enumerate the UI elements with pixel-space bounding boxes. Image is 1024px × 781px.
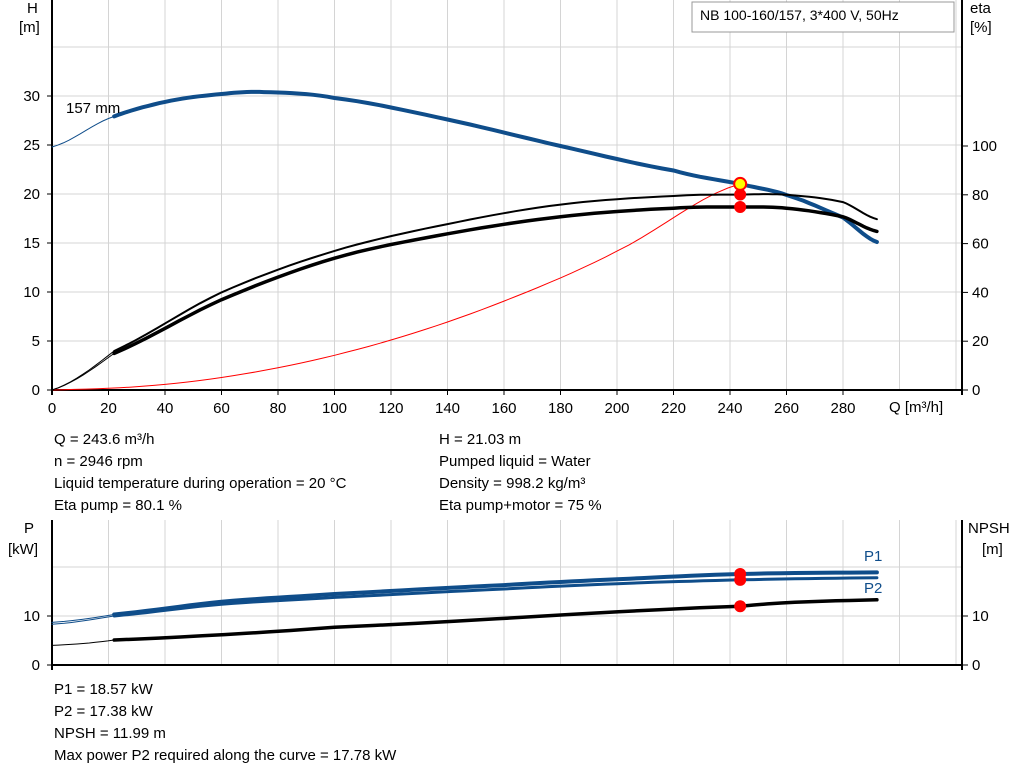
p2-extension (51, 615, 115, 625)
info-eta-total: Eta pump+motor = 75 % (439, 497, 602, 514)
eta-axis-label: eta (970, 0, 991, 17)
npsh-axis-unit: [m] (982, 541, 1003, 558)
eta-total-extension (51, 352, 115, 391)
x-tick-label: 220 (661, 400, 686, 417)
info-q: Q = 243.6 m³/h (54, 431, 155, 448)
x-tick-label: 40 (157, 400, 174, 417)
p-tick-label: 0 (32, 657, 40, 674)
info-density: Density = 998.2 kg/m³ (439, 475, 586, 492)
eta-pump-extension (51, 350, 115, 391)
x-tick-label: 100 (322, 400, 347, 417)
info-p1: P1 = 18.57 kW (54, 681, 153, 698)
eta-pump-curve (113, 193, 878, 352)
info-eta-pump: Eta pump = 80.1 % (54, 497, 182, 514)
y2-tick-label: 20 (972, 333, 989, 350)
p1-extension (51, 614, 115, 623)
y2-tick-label: 0 (972, 382, 980, 399)
system-curve (51, 183, 741, 391)
x-tick-label: 280 (830, 400, 855, 417)
eta-total-duty-point (734, 201, 747, 213)
x-tick-label: 20 (100, 400, 117, 417)
x-tick-label: 60 (213, 400, 230, 417)
x-tick-label: 240 (717, 400, 742, 417)
eta-total-curve (112, 205, 879, 356)
h-axis-label: H (27, 0, 38, 17)
x-tick-label: 140 (435, 400, 460, 417)
info-temp: Liquid temperature during operation = 20… (54, 475, 347, 492)
info-h: H = 21.03 m (439, 431, 522, 448)
curve-label-157mm: 157 mm (66, 100, 121, 117)
x-tick-label: 0 (48, 400, 56, 417)
x-tick-label: 80 (270, 400, 287, 417)
info-liquid: Pumped liquid = Water (439, 453, 591, 470)
q-axis-label: Q [m³/h] (889, 399, 944, 416)
y2-tick-label: 100 (972, 138, 997, 155)
info-npsh: NPSH = 11.99 m (54, 725, 166, 742)
npsh-tick-label: 10 (972, 608, 989, 625)
y-tick-label: 0 (32, 382, 40, 399)
x-tick-label: 180 (548, 400, 573, 417)
npsh-tick-label: 0 (972, 657, 980, 674)
npsh-axis-label: NPSH (968, 520, 1010, 537)
h-axis-unit: [m] (19, 19, 40, 36)
y-tick-label: 10 (23, 284, 40, 301)
npsh-duty-point (734, 600, 747, 613)
x-tick-label: 200 (604, 400, 629, 417)
y2-tick-label: 80 (972, 187, 989, 204)
info-p2: P2 = 17.38 kW (54, 703, 153, 720)
x-tick-label: 260 (774, 400, 799, 417)
chart-title: NB 100-160/157, 3*400 V, 50Hz (700, 7, 899, 23)
y2-tick-label: 40 (972, 284, 989, 301)
y-tick-label: 25 (23, 137, 40, 154)
p-axis-unit: [kW] (8, 541, 38, 558)
npsh-extension (51, 639, 115, 646)
y2-tick-label: 60 (972, 236, 989, 253)
eta-pump-duty-point (734, 188, 747, 201)
p2-duty-point (734, 573, 747, 586)
y-tick-label: 20 (23, 186, 40, 203)
p-tick-label: 10 (23, 608, 40, 625)
p2-series-label: P2 (864, 580, 883, 597)
info-max-p2: Max power P2 required along the curve = … (54, 747, 397, 764)
h-curve-extension (51, 115, 115, 148)
x-tick-label: 160 (491, 400, 516, 417)
y-tick-label: 5 (32, 333, 40, 350)
h-duty-point (733, 176, 748, 191)
p-axis-label: P (24, 520, 35, 537)
p1-series-label: P1 (864, 548, 883, 565)
eta-axis-unit: [%] (970, 19, 992, 36)
npsh-curve (112, 598, 879, 642)
y-tick-label: 30 (23, 88, 40, 105)
title-box (691, 1, 955, 33)
info-n: n = 2946 rpm (54, 453, 143, 470)
x-tick-label: 120 (378, 400, 403, 417)
y-tick-label: 15 (23, 235, 40, 252)
h-curve-157mm (112, 89, 879, 244)
